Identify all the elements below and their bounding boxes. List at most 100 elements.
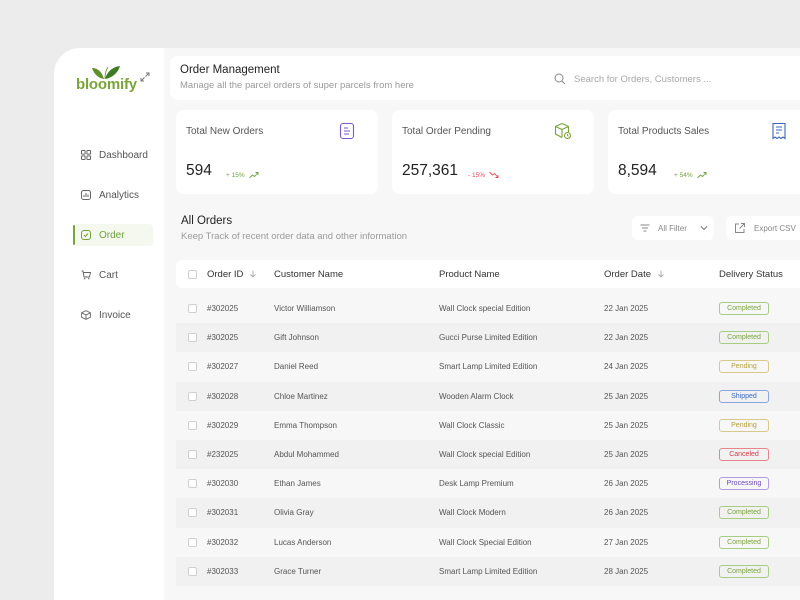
row-checkbox[interactable] [188, 362, 197, 372]
receipt-icon [772, 122, 786, 140]
document-icon [339, 122, 355, 140]
stat-change: + 15% [226, 171, 259, 179]
status-badge: Completed [719, 564, 769, 578]
product-name: Wall Clock Classic [439, 420, 505, 430]
row-checkbox[interactable] [188, 420, 197, 430]
customer-name: Lucas Anderson [274, 537, 332, 547]
table-row[interactable]: #302030 Ethan James Desk Lamp Premium 26… [176, 469, 800, 498]
customer-name: Abdul Mohammed [274, 450, 339, 460]
sidebar-item-dashboard[interactable]: Dashboard [73, 144, 153, 166]
product-name: Wooden Alarm Clock [439, 391, 514, 401]
table-row[interactable]: #232025 Abdul Mohammed Wall Clock specia… [176, 439, 800, 470]
column-header-order-date[interactable]: Order Date [604, 269, 719, 280]
stat-change: + 54% [674, 171, 707, 179]
sidebar-item-cart[interactable]: Cart [73, 264, 153, 286]
customer-name: Gift Johnson [274, 333, 319, 343]
search-input[interactable] [574, 73, 800, 85]
sort-arrow-icon[interactable] [657, 270, 665, 278]
table-row[interactable]: #302027 Daniel Reed Smart Lamp Limited E… [176, 352, 800, 381]
stat-change-text: + 15% [226, 171, 245, 179]
order-date: 22 Jan 2025 [604, 304, 649, 314]
sort-arrow-icon[interactable] [249, 270, 257, 278]
column-header-delivery-status[interactable]: Delivery Status [719, 268, 783, 280]
sidebar-item-analytics[interactable]: Analytics [73, 184, 153, 206]
search-bar[interactable] [554, 70, 800, 88]
filter-label: All Filter [658, 223, 687, 233]
chevron-down-icon [700, 226, 708, 231]
stat-change-text: + 54% [674, 171, 693, 179]
row-checkbox[interactable] [188, 333, 197, 343]
cart-icon [81, 270, 91, 280]
brand-logo[interactable]: bloomify [76, 64, 156, 94]
order-id: #302033 [207, 566, 239, 576]
trend-up-icon [248, 172, 259, 179]
status-badge: Completed [719, 302, 769, 316]
order-date: 26 Jan 2025 [604, 508, 649, 518]
customer-name: Chloe Martinez [274, 391, 328, 401]
product-name: Wall Clock Modern [439, 508, 506, 518]
table-row[interactable]: #302028 Chloe Martinez Wooden Alarm Cloc… [176, 381, 800, 411]
order-id: #302030 [207, 479, 239, 489]
export-csv-button[interactable]: Export CSV [726, 216, 800, 240]
stat-card-new-orders: Total New Orders 594 + 15% [176, 110, 378, 194]
stat-value: 594 [186, 162, 212, 179]
table-row[interactable]: #302025 Gift Johnson Gucci Purse Limited… [176, 323, 800, 353]
order-date: 25 Jan 2025 [604, 420, 649, 430]
search-icon [554, 73, 566, 85]
product-name: Wall Clock special Edition [439, 304, 531, 314]
product-name: Wall Clock special Edition [439, 450, 531, 460]
status-badge: Shipped [719, 389, 769, 403]
expand-icon[interactable] [140, 72, 150, 82]
customer-name: Olivia Gray [274, 508, 314, 518]
customer-name: Victor Williamson [274, 304, 336, 314]
all-filter-button[interactable]: All Filter [632, 216, 714, 240]
table-row[interactable]: #302032 Lucas Anderson Wall Clock Specia… [176, 528, 800, 557]
row-checkbox[interactable] [188, 537, 197, 547]
status-badge: Completed [719, 535, 769, 549]
column-header-customer-name[interactable]: Customer Name [274, 268, 344, 280]
product-name: Wall Clock Special Edition [439, 537, 532, 547]
order-id: #302029 [207, 420, 239, 430]
sidebar-item-order[interactable]: Order [73, 224, 153, 246]
table-row[interactable]: #302025 Victor Williamson Wall Clock spe… [176, 294, 800, 323]
order-id: #302025 [207, 333, 239, 343]
package-icon [554, 123, 572, 140]
column-header-order-id[interactable]: Order ID [207, 269, 274, 280]
order-date: 25 Jan 2025 [604, 391, 649, 401]
table-row[interactable]: #302031 Olivia Gray Wall Clock Modern 26… [176, 498, 800, 528]
analytics-icon [81, 190, 91, 200]
column-header-product-name[interactable]: Product Name [439, 268, 500, 280]
row-checkbox[interactable] [188, 479, 197, 489]
row-checkbox[interactable] [188, 304, 197, 314]
table-row[interactable]: #302033 Grace Turner Smart Lamp Limited … [176, 556, 800, 586]
product-name: Gucci Purse Limited Edition [439, 333, 538, 343]
sidebar-nav: Dashboard Analytics Order [73, 144, 153, 344]
order-date: 24 Jan 2025 [604, 362, 649, 372]
sidebar: bloomify Dashboard Analytics [54, 48, 164, 600]
page-header: Order Management Manage all the parcel o… [170, 56, 800, 100]
status-badge: Completed [719, 506, 769, 520]
sidebar-item-label: Cart [99, 269, 118, 281]
order-id: #302032 [207, 537, 239, 547]
customer-name: Emma Thompson [274, 420, 337, 430]
row-checkbox[interactable] [188, 391, 197, 401]
sidebar-item-invoice[interactable]: Invoice [73, 304, 153, 326]
stat-value: 8,594 [618, 162, 657, 179]
sidebar-item-label: Analytics [99, 189, 140, 201]
app-window: bloomify Dashboard Analytics [54, 48, 800, 600]
customer-name: Ethan James [274, 479, 321, 489]
table-row[interactable]: #302029 Emma Thompson Wall Clock Classic… [176, 411, 800, 440]
select-all-checkbox[interactable] [188, 269, 197, 279]
section-title: All Orders [181, 215, 233, 227]
stat-title: Total Order Pending [402, 126, 491, 137]
invoice-icon [81, 310, 91, 320]
order-date: 25 Jan 2025 [604, 450, 649, 460]
order-date: 27 Jan 2025 [604, 537, 649, 547]
stat-change-text: - 15% [468, 171, 485, 179]
row-checkbox[interactable] [188, 450, 197, 460]
row-checkbox[interactable] [188, 566, 197, 576]
export-label: Export CSV [754, 223, 796, 233]
order-id: #302027 [207, 362, 239, 372]
row-checkbox[interactable] [188, 508, 197, 518]
order-date: 22 Jan 2025 [604, 333, 649, 343]
